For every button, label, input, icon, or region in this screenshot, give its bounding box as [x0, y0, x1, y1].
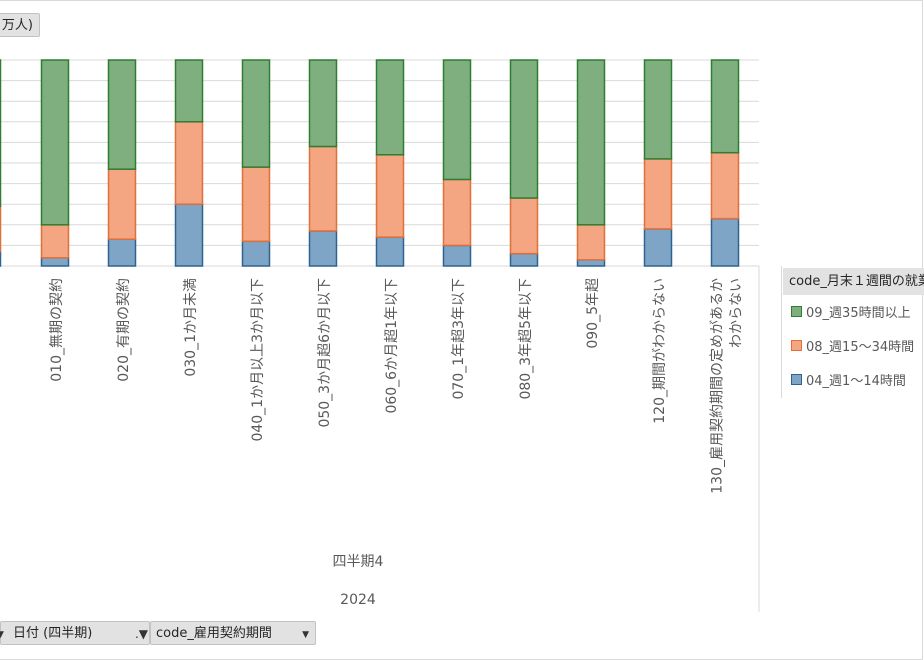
- bar-9-segment-0: [643, 228, 673, 267]
- x-tick-label: 030_1か月未満: [183, 278, 199, 377]
- bar-3-segment-0: [241, 240, 271, 267]
- legend-title-button[interactable]: code_月末１週間の就業時間: [783, 268, 924, 295]
- bar-5-segment-1: [375, 154, 405, 238]
- x-tick-label: 070_1年超3年以下: [451, 278, 467, 400]
- bar-6-segment-2: [442, 59, 472, 181]
- bar-4-segment-0: [308, 230, 338, 267]
- contract-field-label: code_雇用契約期間: [156, 626, 272, 641]
- bar-10-segment-2: [710, 59, 740, 154]
- bar-9-segment-2: [643, 59, 673, 160]
- bar-10-segment-0: [710, 217, 740, 267]
- legend-label-35h: 09_週35時間以上: [806, 306, 911, 321]
- filter-funnel-icon[interactable]: .▼: [134, 627, 148, 641]
- legend-label-1-14h: 04_週1〜14時間: [806, 374, 906, 389]
- legend-swatch-35h: [791, 306, 802, 317]
- bar-6-segment-1: [442, 178, 472, 247]
- bar-7-segment-0: [509, 252, 539, 267]
- bar-4-segment-2: [308, 59, 338, 148]
- bar-1-segment-0: [107, 238, 137, 267]
- x-group-label-quarter: 四半期4: [333, 554, 384, 570]
- bar-2-segment-0: [174, 203, 204, 267]
- bar-8-segment-2: [576, 59, 606, 226]
- bar-10-segment-1: [710, 151, 740, 220]
- legend-label-15-34h: 08_週15〜34時間: [806, 340, 915, 355]
- contract-field-button[interactable]: code_雇用契約期間 ▼: [150, 621, 316, 645]
- x-tick-label: 060_6か月超1年以下: [384, 278, 400, 414]
- legend-item-35h[interactable]: 09_週35時間以上: [791, 302, 911, 321]
- x-tick-label: 050_3か月超6か月以下: [317, 278, 333, 428]
- dropdown-arrow-icon[interactable]: ▼: [0, 630, 4, 640]
- x-axis-labels: 010_無期の契約 020_有期の契約 030_1か月未満 040_1か月以上3か月以…: [49, 278, 745, 494]
- bar-5-segment-2: [375, 59, 405, 156]
- bar-2-segment-2: [174, 59, 204, 123]
- x-tick-label: 040_1か月以上3か月以下: [250, 278, 266, 442]
- legend-title-text: code_月末１週間の就業時間: [789, 274, 924, 289]
- bar-2-segment-1: [174, 121, 204, 205]
- x-tick-label: 090_5年超: [585, 278, 601, 349]
- bar-5-segment-0: [375, 236, 405, 267]
- bar-3-segment-1: [241, 166, 271, 243]
- partial-bar-segment-0: [0, 250, 2, 267]
- x-tick-label: 120_期間がわからない: [652, 278, 668, 424]
- bar-0-segment-2: [40, 59, 70, 226]
- legend-item-1-14h[interactable]: 04_週1〜14時間: [791, 370, 906, 389]
- legend-swatch-15-34h: [791, 340, 802, 351]
- dropdown-arrow-icon[interactable]: ▼: [302, 630, 309, 640]
- legend: code_月末１週間の就業時間 09_週35時間以上 08_週15〜34時間 0…: [781, 266, 924, 398]
- bar-0-segment-1: [40, 224, 70, 259]
- partial-bar-segment-2: [0, 59, 2, 208]
- series-field-label: 万人): [1, 18, 33, 33]
- bar-8-segment-0: [576, 259, 606, 267]
- quarter-field-label: 日付 (四半期): [13, 626, 93, 641]
- bar-7-segment-2: [509, 59, 539, 199]
- bar-1-segment-1: [107, 168, 137, 240]
- bar-1-segment-2: [107, 59, 137, 170]
- x-tick-label: 010_無期の契約: [49, 278, 65, 382]
- legend-swatch-1-14h: [791, 374, 802, 385]
- x-tick-label: わからない: [729, 278, 745, 348]
- bar-6-segment-0: [442, 244, 472, 267]
- bar-7-segment-1: [509, 197, 539, 255]
- partial-bar-segment-1: [0, 205, 2, 253]
- x-tick-label: 020_有期の契約: [116, 278, 132, 382]
- bar-0-segment-0: [40, 257, 70, 267]
- bar-4-segment-1: [308, 145, 338, 232]
- bars: [0, 59, 740, 267]
- legend-item-15-34h[interactable]: 08_週15〜34時間: [791, 336, 914, 355]
- bar-9-segment-1: [643, 158, 673, 230]
- bar-3-segment-2: [241, 59, 271, 168]
- quarter-field-button[interactable]: ▼ 日付 (四半期) .▼: [0, 621, 150, 645]
- x-tick-label: 080_3年超5年以下: [518, 278, 534, 400]
- x-group-label-year: 2024: [340, 592, 376, 608]
- bar-8-segment-1: [576, 224, 606, 261]
- x-tick-label: 130_雇用契約期間の定めがあるか: [709, 278, 726, 494]
- series-field-button[interactable]: 万人): [0, 13, 40, 37]
